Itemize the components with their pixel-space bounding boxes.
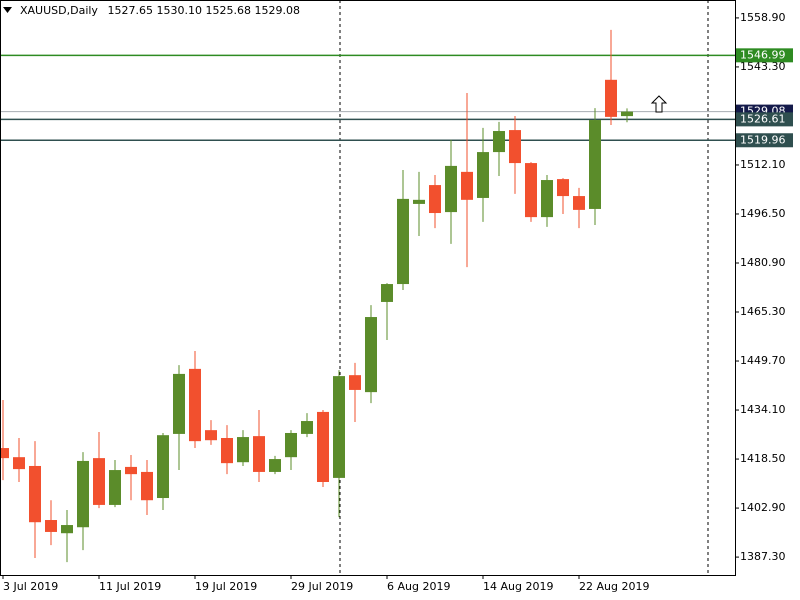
candle-body <box>605 79 617 117</box>
candle-body <box>0 448 9 459</box>
candle-body <box>477 152 489 198</box>
level-label: 1526.61 <box>740 112 786 125</box>
candle-body <box>493 131 505 153</box>
x-tick-label: 22 Aug 2019 <box>579 580 649 593</box>
level-label: 1519.96 <box>740 133 786 146</box>
high-label: 1530.10 <box>156 4 202 17</box>
candle-body <box>589 120 601 209</box>
chart-header: XAUUSD,Daily 1527.65 1530.10 1525.68 152… <box>20 4 300 17</box>
y-tick-label: 1418.50 <box>740 452 786 465</box>
level-label-bg <box>736 112 793 127</box>
x-tick-label: 6 Aug 2019 <box>387 580 450 593</box>
level-label-bg <box>736 48 793 63</box>
y-tick-label: 1434.10 <box>740 403 786 416</box>
collapse-icon <box>3 7 12 13</box>
candle-body <box>301 421 313 434</box>
x-tick-label: 14 Aug 2019 <box>483 580 553 593</box>
candle-body <box>189 368 201 442</box>
x-tick-label: 29 Jul 2019 <box>291 580 353 593</box>
candle-body <box>445 165 457 213</box>
y-tick-label: 1543.30 <box>740 60 786 73</box>
y-tick-label: 1512.10 <box>740 158 786 171</box>
y-tick-label: 1465.30 <box>740 305 786 318</box>
close-label: 1529.08 <box>254 4 300 17</box>
candle-body <box>285 432 297 458</box>
candle-body <box>365 317 377 393</box>
candle-body <box>205 430 217 441</box>
y-tick-label: 1558.90 <box>740 11 786 24</box>
candle-body <box>237 437 249 463</box>
candle-body <box>77 460 89 528</box>
candle-body <box>173 373 185 434</box>
level-label: 1546.99 <box>740 48 786 61</box>
y-tick-label: 1496.50 <box>740 207 786 220</box>
candle-body <box>29 465 41 523</box>
candle-body <box>317 411 329 482</box>
candle-body <box>413 199 425 204</box>
y-tick-label: 1480.90 <box>740 256 786 269</box>
candle-body <box>253 436 265 472</box>
candle-body <box>157 435 169 499</box>
candle-body <box>125 466 137 475</box>
candle-body <box>621 111 633 117</box>
candle-body <box>541 180 553 218</box>
candle-body <box>573 196 585 210</box>
candle-body <box>109 470 121 505</box>
x-tick-label: 3 Jul 2019 <box>3 580 58 593</box>
open-label: 1527.65 <box>107 4 153 17</box>
candle-body <box>349 375 361 390</box>
level-label-bg <box>736 133 793 148</box>
candle-body <box>269 459 281 472</box>
candle-body <box>381 284 393 302</box>
y-tick-label: 1449.70 <box>740 354 786 367</box>
candle-body <box>509 130 521 164</box>
candle-body <box>221 438 233 464</box>
candle-body <box>45 520 57 532</box>
x-tick-label: 19 Jul 2019 <box>195 580 257 593</box>
candle-body <box>429 185 441 214</box>
y-tick-label: 1402.90 <box>740 501 786 514</box>
symbol: XAUUSD,Daily <box>20 4 98 17</box>
low-label: 1525.68 <box>205 4 251 17</box>
candle-body <box>13 457 25 470</box>
candle-body <box>525 163 537 218</box>
candle-body <box>333 376 345 478</box>
candle-body <box>61 525 73 534</box>
candle-body <box>93 458 105 505</box>
candle-body <box>141 471 153 501</box>
arrow-icon <box>650 95 668 113</box>
plot-frame <box>0 0 736 576</box>
candle-body <box>461 171 473 200</box>
candle-body <box>397 198 409 285</box>
candle-body <box>557 179 569 197</box>
plot <box>0 29 735 563</box>
y-tick-label: 1387.30 <box>740 550 786 563</box>
x-tick-label: 11 Jul 2019 <box>99 580 161 593</box>
